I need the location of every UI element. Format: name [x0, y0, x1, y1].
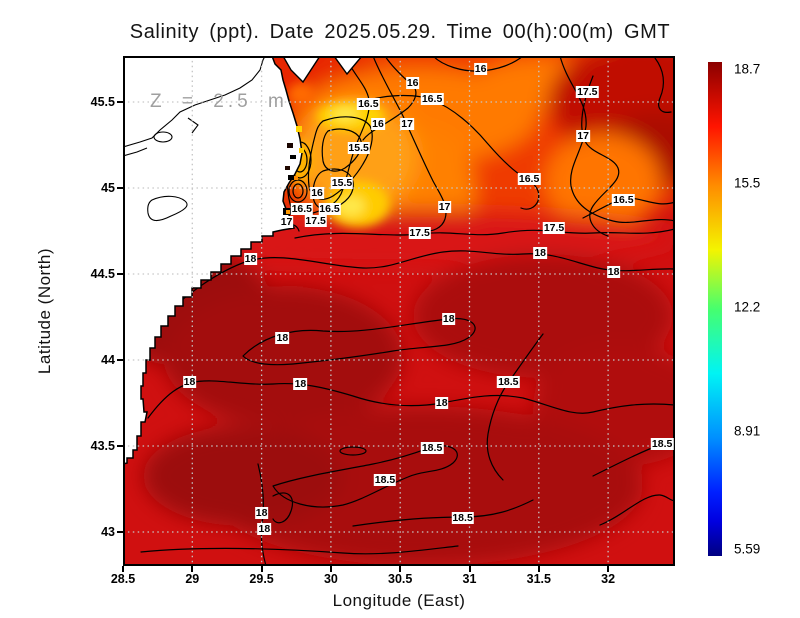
y-tick-mark [117, 101, 123, 103]
contour-label: 18 [182, 376, 197, 389]
contour-label: 17 [279, 216, 294, 229]
contour-label: 16 [371, 118, 385, 131]
chart-title: Salinity (ppt). Date 2025.05.29. Time 00… [129, 21, 671, 43]
y-tick-label: 44 [101, 353, 115, 367]
colorbar-tick-label: 5.59 [734, 541, 761, 557]
x-tick-label: 29.5 [249, 572, 274, 586]
contour-label: 16.5 [357, 97, 380, 110]
contour-label: 16.5 [290, 202, 313, 215]
contour-label: 16.5 [420, 92, 444, 105]
contour-label: 16.5 [517, 173, 541, 186]
depth-annotation: Z = 2.5 m [150, 91, 288, 112]
x-tick-mark [607, 566, 610, 572]
contour-label: 18 [275, 331, 290, 344]
y-tick-mark [117, 359, 123, 361]
contour-label: 18 [293, 378, 308, 391]
colorbar-tick-label: 8.91 [734, 423, 761, 439]
x-tick-mark [191, 566, 194, 572]
x-tick-label: 31 [462, 572, 477, 586]
y-axis-title: Latitude (North) [35, 247, 54, 375]
colorbar-tick-label: 18.7 [734, 61, 761, 77]
x-tick-label: 31.5 [526, 572, 551, 586]
x-tick-mark [260, 566, 263, 572]
x-tick-mark [468, 566, 471, 572]
contour-label: 18 [441, 312, 456, 325]
contour-label: 18 [434, 397, 449, 409]
colorbar [708, 62, 722, 556]
contour-label: 18 [533, 247, 548, 260]
contour-label: 15.5 [330, 176, 354, 189]
contour-label: 17 [576, 130, 590, 143]
plot-frame [123, 56, 675, 566]
contour-label: 17.5 [304, 214, 327, 227]
coastline [123, 56, 303, 465]
y-tick-label: 43 [101, 525, 115, 539]
contour-label: 18.5 [451, 512, 474, 525]
contour-label: 18.5 [497, 376, 520, 389]
x-axis-title: Longitude (East) [332, 591, 466, 610]
graticule-grid [123, 56, 675, 566]
y-tick-mark [117, 445, 123, 447]
colorbar-tick-label: 15.5 [734, 175, 761, 191]
contour-label: 18 [254, 507, 269, 520]
x-tick-mark [329, 566, 332, 572]
y-tick-label: 43.5 [90, 439, 115, 453]
x-tick-label: 30.5 [388, 572, 413, 586]
y-tick-label: 44.5 [90, 267, 115, 281]
y-tick-mark [117, 187, 123, 189]
contour-label: 17 [437, 200, 452, 213]
y-tick-label: 45.5 [90, 95, 115, 109]
contour-label: 16 [405, 77, 420, 90]
y-tick-label: 45 [101, 181, 115, 195]
contour-label: 18 [243, 252, 258, 265]
contour-label: 16.5 [318, 202, 341, 215]
x-tick-label: 32 [601, 572, 616, 586]
y-tick-mark [117, 531, 123, 533]
x-tick-label: 29 [185, 572, 200, 586]
map-plot-area [123, 56, 675, 566]
contour-label: 18.5 [420, 441, 444, 454]
x-tick-mark [122, 566, 124, 572]
x-tick-label: 30 [323, 572, 338, 586]
contour-label: 18 [257, 522, 272, 535]
x-tick-mark [399, 566, 402, 572]
contour-label: 17.5 [576, 85, 599, 98]
contour-label: 17.5 [408, 226, 431, 239]
colorbar-tick-label: 12.2 [734, 299, 761, 315]
x-tick-label: 28.5 [110, 572, 136, 586]
contour-label: 17 [400, 118, 414, 131]
contour-label: 16.5 [612, 194, 635, 207]
x-tick-mark [537, 566, 540, 572]
contour-label: 18.5 [650, 438, 674, 451]
contour-label: 18 [606, 266, 621, 279]
contour-label: 15.5 [347, 142, 370, 155]
contour-label: 18.5 [373, 474, 397, 487]
contour-label: 17.5 [542, 221, 566, 234]
y-tick-mark [117, 273, 123, 275]
contour-label: 16 [310, 187, 324, 200]
contour-label: 16 [473, 63, 488, 76]
